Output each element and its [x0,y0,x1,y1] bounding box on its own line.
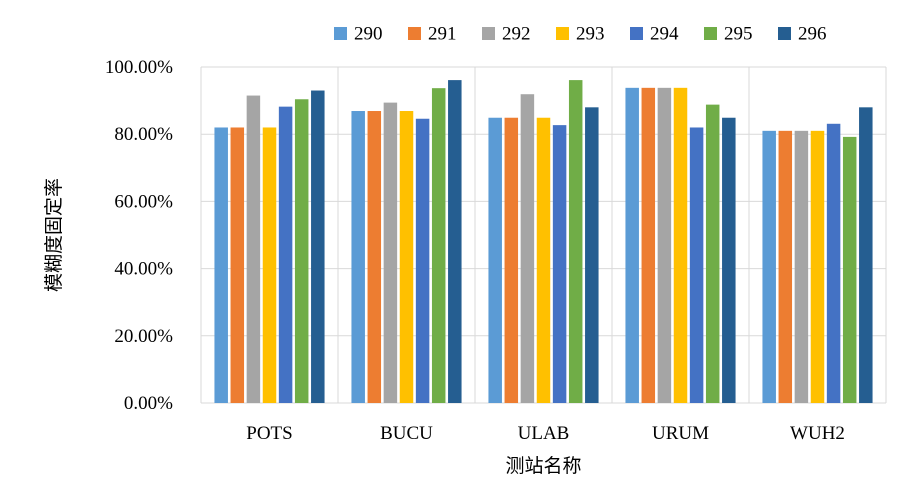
bar-ulab-292 [520,94,535,403]
legend-label-293: 293 [576,24,605,45]
x-axis-categories: POTS BUCU ULAB URUM WUH2 [246,423,845,444]
bar-urum-292 [657,87,672,403]
bar-pots-291 [230,127,245,403]
bar-bucu-295 [431,88,446,403]
bar-ulab-294 [552,125,567,404]
legend-swatch-296 [778,27,791,40]
bar-urum-295 [705,104,720,403]
x-category-label: WUH2 [790,423,845,444]
bar-pots-293 [262,127,277,403]
legend-label-290: 290 [354,24,383,45]
bar-pots-294 [278,106,293,403]
y-tick-label: 20.00% [114,326,173,347]
bar-urum-293 [673,87,688,403]
bar-wuh2-292 [794,130,809,403]
bar-pots-290 [214,127,228,403]
bar-ulab-295 [568,80,583,403]
y-tick-label: 40.00% [114,259,173,280]
plot-frame [200,67,887,403]
bar-wuh2-293 [810,130,825,403]
bar-ulab-291 [504,117,519,404]
y-tick-label: 100.00% [105,57,173,78]
x-category-label: ULAB [518,423,570,444]
legend-label-294: 294 [650,24,679,45]
bar-wuh2-294 [826,123,841,403]
bar-urum-290 [625,87,639,403]
legend-swatch-294 [630,27,643,40]
bar-wuh2-290 [762,130,776,403]
y-tick-label: 0.00% [124,393,173,414]
bar-ulab-296 [585,107,599,403]
legend-label-295: 295 [724,24,753,45]
x-category-label: URUM [652,423,709,444]
bar-bucu-290 [351,111,365,404]
legend-swatch-290 [334,27,347,40]
legend-swatch-291 [408,27,421,40]
bar-bucu-291 [367,111,382,404]
legend-swatch-293 [556,27,569,40]
bar-urum-296 [722,117,736,404]
y-axis-title: 模糊度固定率 [43,178,65,292]
bar-ulab-290 [488,117,502,404]
bar-bucu-294 [415,118,430,403]
legend-label-296: 296 [798,24,827,45]
bar-urum-291 [641,87,656,403]
bar-urum-294 [689,127,704,403]
y-tick-label: 60.00% [114,191,173,212]
x-category-label: POTS [246,423,292,444]
bar-bucu-292 [383,102,398,403]
bar-pots-295 [294,99,309,404]
bar-ulab-293 [536,117,551,404]
y-axis-ticks: 0.00% 20.00% 40.00% 60.00% 80.00% 100.00% [105,57,173,414]
bar-bucu-296 [448,80,462,403]
bar-wuh2-291 [778,130,793,403]
legend-swatch-292 [482,27,495,40]
bar-bucu-293 [399,111,414,404]
legend-swatch-295 [704,27,717,40]
y-tick-label: 80.00% [114,124,173,145]
x-axis-title: 测站名称 [505,455,581,477]
x-category-label: BUCU [380,423,433,444]
legend-label-291: 291 [428,24,457,45]
legend-label-292: 292 [502,24,531,45]
bar-pots-296 [311,90,325,404]
bars [214,80,873,404]
bar-pots-292 [246,95,261,403]
bar-wuh2-296 [859,107,873,403]
legend: 290 291 292 293 294 295 296 [334,24,827,45]
bar-wuh2-295 [842,136,857,403]
